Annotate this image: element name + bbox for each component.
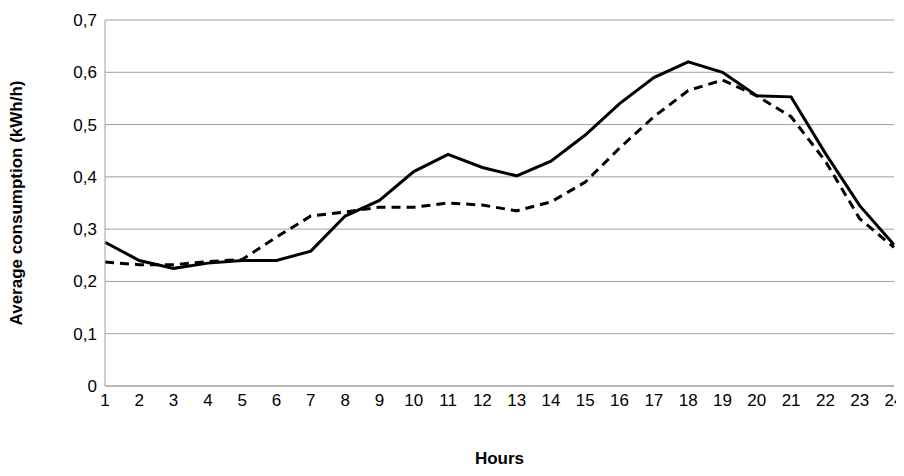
svg-text:24: 24 xyxy=(885,391,896,410)
svg-text:14: 14 xyxy=(541,391,560,410)
svg-text:19: 19 xyxy=(713,391,732,410)
svg-text:0,6: 0,6 xyxy=(73,63,97,82)
svg-text:20: 20 xyxy=(747,391,766,410)
svg-text:Hours: Hours xyxy=(475,449,524,468)
svg-text:7: 7 xyxy=(306,391,315,410)
svg-text:0,5: 0,5 xyxy=(73,116,97,135)
svg-text:2: 2 xyxy=(135,391,144,410)
svg-text:0,4: 0,4 xyxy=(73,168,97,187)
svg-text:6: 6 xyxy=(272,391,281,410)
svg-text:0,2: 0,2 xyxy=(73,272,97,291)
svg-text:0,7: 0,7 xyxy=(73,11,97,30)
svg-text:8: 8 xyxy=(340,391,349,410)
svg-text:13: 13 xyxy=(507,391,526,410)
svg-text:Average consumption (kWh/h): Average consumption (kWh/h) xyxy=(8,81,26,326)
svg-text:17: 17 xyxy=(644,391,663,410)
svg-text:22: 22 xyxy=(816,391,835,410)
svg-text:15: 15 xyxy=(576,391,595,410)
svg-text:12: 12 xyxy=(473,391,492,410)
svg-text:4: 4 xyxy=(203,391,212,410)
svg-text:3: 3 xyxy=(169,391,178,410)
svg-text:18: 18 xyxy=(679,391,698,410)
svg-text:9: 9 xyxy=(375,391,384,410)
svg-text:11: 11 xyxy=(439,391,457,410)
svg-text:0,1: 0,1 xyxy=(73,325,97,344)
svg-text:16: 16 xyxy=(610,391,629,410)
svg-text:0,3: 0,3 xyxy=(73,220,97,239)
svg-text:23: 23 xyxy=(850,391,869,410)
svg-text:5: 5 xyxy=(237,391,246,410)
svg-text:10: 10 xyxy=(404,391,423,410)
svg-text:0: 0 xyxy=(88,377,97,396)
svg-text:21: 21 xyxy=(782,391,801,410)
svg-text:1: 1 xyxy=(100,391,109,410)
